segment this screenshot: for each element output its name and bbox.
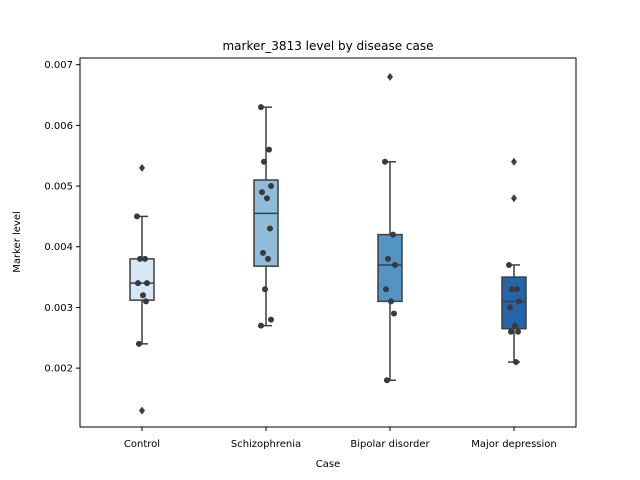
data-point: [514, 286, 520, 293]
data-point: [391, 310, 397, 317]
data-point: [509, 286, 515, 293]
y-axis-title: Marker level: [12, 211, 23, 273]
data-point: [142, 255, 148, 262]
box-schizophrenia: [253, 179, 279, 267]
y-tick-label: 0.004: [44, 242, 73, 253]
data-point: [512, 322, 518, 329]
y-tick-label: 0.006: [44, 121, 73, 132]
data-point: [506, 261, 512, 268]
data-point: [382, 158, 388, 165]
box-bipolar-disorder: [377, 233, 403, 303]
x-tick-label: Schizophrenia: [231, 439, 301, 450]
data-point: [392, 261, 398, 268]
data-point: [516, 298, 522, 305]
data-point: [266, 146, 272, 153]
data-point: [136, 340, 142, 347]
outlier-marker: [139, 163, 145, 172]
data-point: [385, 255, 391, 262]
data-point: [259, 189, 265, 196]
data-point: [143, 298, 149, 305]
y-tick-label: 0.002: [44, 364, 73, 375]
data-point: [264, 195, 270, 202]
data-point: [508, 328, 514, 335]
data-point: [267, 225, 273, 232]
data-point: [260, 249, 266, 256]
outlier-marker: [511, 194, 517, 203]
outlier-marker: [511, 157, 517, 166]
data-point: [258, 322, 264, 329]
x-tick-label: Bipolar disorder: [350, 439, 430, 450]
data-point: [507, 304, 513, 311]
data-point: [134, 213, 140, 220]
chart-title: marker_3813 level by disease case: [222, 39, 433, 53]
y-tick-label: 0.007: [44, 60, 73, 71]
data-point: [258, 104, 264, 111]
data-point: [144, 280, 150, 287]
data-point: [513, 359, 519, 366]
box-major-depression: [501, 276, 527, 330]
plot-frame: [79, 57, 577, 428]
data-point: [268, 183, 274, 190]
data-point: [262, 286, 268, 293]
data-point: [384, 377, 390, 384]
y-tick-label: 0.005: [44, 182, 73, 193]
data-point: [390, 231, 396, 238]
data-point: [383, 286, 389, 293]
data-point: [515, 328, 521, 335]
outlier-marker: [139, 406, 145, 415]
data-point: [265, 255, 271, 262]
plot-area: 0.002 0.003 0.004 0.005 0.006 0.007 Control Sch…: [44, 60, 556, 450]
y-tick-label: 0.003: [44, 303, 73, 314]
x-axis-title: Case: [316, 459, 340, 470]
x-tick-label: Control: [124, 439, 160, 450]
x-tick-label: Major depression: [471, 439, 557, 450]
outlier-marker: [387, 72, 393, 81]
data-point: [261, 158, 267, 165]
data-point: [140, 292, 146, 299]
data-point: [135, 280, 141, 287]
data-point: [268, 316, 274, 323]
data-point: [137, 255, 143, 262]
data-point: [388, 298, 394, 305]
